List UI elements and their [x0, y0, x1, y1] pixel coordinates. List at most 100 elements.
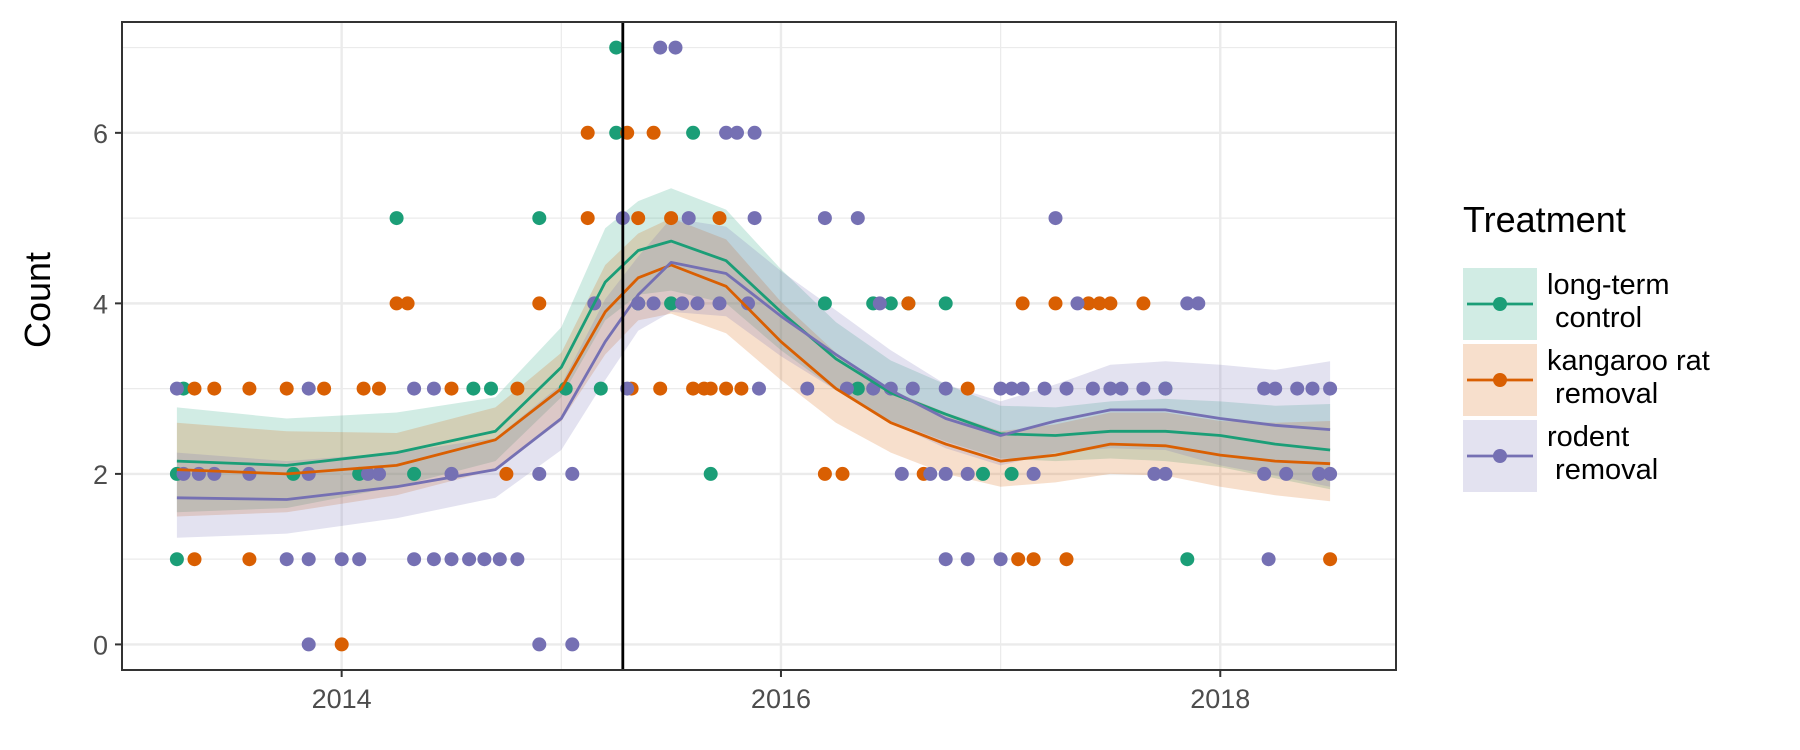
x-axis: 2014 2016 2018 [312, 670, 1250, 714]
data-point [279, 552, 294, 567]
data-point [301, 381, 316, 396]
data-point [668, 40, 683, 55]
data-point [960, 466, 975, 481]
data-point [993, 381, 1008, 396]
data-point [747, 125, 762, 140]
data-point [681, 211, 696, 226]
legend-keys: long-term control kangaroo rat removal rod… [1463, 268, 1710, 492]
data-point [1257, 466, 1272, 481]
data-point [1323, 466, 1338, 481]
legend-label: kangaroo rat removal [1547, 345, 1710, 410]
data-point [1103, 296, 1118, 311]
confidence-band [176, 218, 1331, 538]
data-point [1026, 466, 1041, 481]
data-point [462, 552, 477, 567]
data-point [800, 381, 815, 396]
data-point [703, 381, 718, 396]
data-point [499, 466, 514, 481]
data-point [334, 552, 349, 567]
data-point [400, 296, 415, 311]
data-point [1026, 552, 1041, 567]
data-point [712, 211, 727, 226]
data-point [242, 381, 257, 396]
data-point [730, 125, 744, 140]
data-point [565, 637, 580, 652]
data-point [593, 381, 608, 396]
data-point [905, 381, 920, 396]
legend: Treatment long-term control kangaroo rat … [1463, 199, 1710, 492]
legend-label: rodent removal [1547, 421, 1658, 486]
data-point [993, 552, 1008, 567]
y-tick-label: 0 [93, 630, 108, 660]
data-point [653, 40, 668, 55]
data-point [938, 466, 953, 481]
data-point [1015, 381, 1030, 396]
legend-title: Treatment [1463, 199, 1626, 240]
data-point [426, 552, 441, 567]
data-point [169, 552, 184, 567]
data-point [1048, 296, 1063, 311]
y-axis: 0 2 4 6 [93, 119, 122, 660]
panel-border [121, 21, 1397, 671]
data-point [883, 296, 898, 311]
data-point [719, 125, 734, 140]
data-point [407, 552, 422, 567]
data-point [850, 211, 865, 226]
data-point [1147, 466, 1162, 481]
data-point [444, 552, 459, 567]
data-point [1323, 552, 1338, 567]
data-point [646, 296, 661, 311]
data-point [279, 381, 294, 396]
y-tick-label: 2 [93, 460, 108, 490]
data-point [1158, 381, 1173, 396]
data-point [532, 637, 547, 652]
data-point [609, 40, 624, 55]
data-point [1048, 211, 1063, 226]
data-point [1290, 381, 1305, 396]
data-point [207, 381, 222, 396]
data-point [1114, 381, 1129, 396]
data-point [187, 381, 202, 396]
smooth-lines [176, 239, 1331, 501]
data-point [686, 381, 701, 396]
data-point [664, 296, 679, 311]
data-point [1191, 296, 1206, 311]
data-point [631, 211, 646, 226]
data-point [1180, 296, 1195, 311]
data-point [1015, 296, 1030, 311]
data-point [976, 466, 990, 481]
data-point [1261, 552, 1276, 567]
data-point [653, 381, 668, 396]
smooth-line [176, 263, 1331, 476]
data-point [1268, 381, 1283, 396]
data-point [734, 381, 749, 396]
legend-label: long-term control [1547, 269, 1670, 334]
data-point [352, 552, 367, 567]
data-point [1279, 466, 1294, 481]
data-point [1037, 381, 1052, 396]
legend-key-point [1493, 373, 1507, 387]
data-point [466, 381, 481, 396]
data-point [389, 296, 404, 311]
data-point [609, 125, 624, 140]
confidence-band [176, 188, 1331, 513]
data-point [361, 466, 375, 481]
data-point [817, 296, 832, 311]
smooth-line [176, 260, 1331, 501]
data-point [960, 381, 975, 396]
data-point [1011, 552, 1026, 567]
data-point [426, 381, 441, 396]
data-point [301, 552, 316, 567]
data-point [169, 381, 184, 396]
data-point [207, 466, 222, 481]
data-point [664, 211, 679, 226]
data-point [703, 466, 718, 481]
data-point [1180, 552, 1195, 567]
data-point [580, 125, 595, 140]
x-tick-label: 2016 [751, 684, 811, 714]
data-point [407, 466, 422, 481]
data-point [747, 211, 762, 226]
data-point [301, 637, 316, 652]
data-point [835, 466, 850, 481]
